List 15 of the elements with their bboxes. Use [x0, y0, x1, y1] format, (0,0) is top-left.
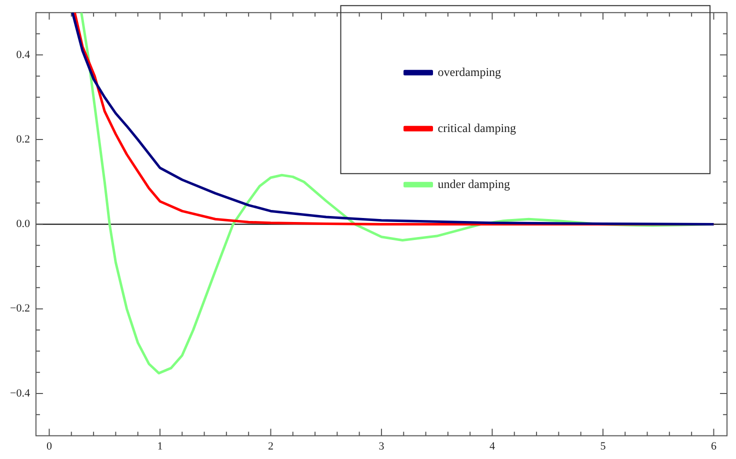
y-tick-label: −0.4 [10, 387, 30, 400]
x-tick-label: 5 [600, 440, 606, 452]
x-tick-label: 2 [268, 440, 274, 452]
x-tick-label: 0 [46, 440, 52, 452]
x-tick-label: 6 [710, 440, 717, 452]
y-tick-label: 0.0 [16, 218, 30, 230]
y-tick-label: −0.2 [10, 302, 30, 315]
x-tick-label: 1 [157, 440, 163, 452]
y-tick-label: 0.2 [16, 133, 30, 146]
x-tick-label: 4 [489, 440, 496, 452]
legend-label: under damping [438, 176, 510, 191]
legend-label: critical damping [438, 120, 516, 135]
legend-label: overdamping [438, 64, 502, 79]
x-tick-label: 3 [378, 440, 385, 452]
y-tick-label: 0.4 [16, 48, 30, 61]
